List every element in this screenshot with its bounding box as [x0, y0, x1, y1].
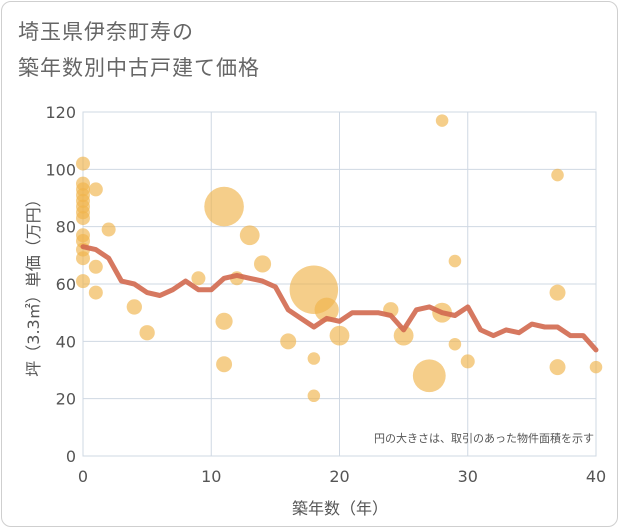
- bubble-point: [549, 284, 566, 301]
- bubble-point: [589, 360, 603, 374]
- x-tick-label: 0: [78, 467, 88, 486]
- bubble-point: [448, 254, 462, 268]
- bubble-point: [460, 354, 475, 369]
- bubble-point: [88, 285, 103, 300]
- y-axis-title: 坪（3.3㎡）単価（万円）: [24, 191, 43, 376]
- bubble-point: [88, 182, 103, 197]
- bubble-point: [329, 325, 350, 346]
- bubble-point: [239, 225, 260, 246]
- bubble-point: [280, 333, 297, 350]
- y-tick-label: 60: [56, 275, 76, 294]
- y-tick-label: 40: [56, 332, 76, 351]
- bubble-point: [549, 359, 566, 376]
- bubble-point: [76, 274, 90, 289]
- bubble-point: [88, 259, 103, 274]
- x-tick-label: 30: [458, 467, 478, 486]
- bubble-point: [412, 359, 446, 393]
- bubble-point: [393, 325, 414, 346]
- bubble-point: [551, 168, 564, 182]
- title-line-1: 埼玉県伊奈町寿の: [18, 20, 194, 44]
- bubble-point: [76, 251, 90, 266]
- trend-line: [80, 244, 599, 353]
- chart-title: 埼玉県伊奈町寿の 築年数別中古戸建て価格: [18, 14, 260, 86]
- bubble-point: [204, 186, 244, 227]
- bubble-point: [126, 299, 142, 315]
- bubble-point: [76, 211, 90, 226]
- x-tick-label: 40: [586, 467, 606, 486]
- bubble-point: [139, 325, 155, 341]
- x-tick-label: 10: [201, 467, 221, 486]
- bubble-point: [307, 352, 321, 365]
- bubble-point: [435, 114, 449, 127]
- bubble-point: [448, 337, 462, 351]
- grid-lines: [82, 111, 597, 457]
- bubble-point: [215, 312, 233, 330]
- bubble-point: [76, 156, 90, 171]
- bubble-point: [191, 271, 206, 286]
- y-tick-label: 120: [45, 103, 76, 122]
- y-tick-label: 100: [45, 160, 76, 179]
- bubble-point: [101, 222, 116, 237]
- y-tick-label: 80: [56, 218, 76, 237]
- bubble-point: [216, 356, 233, 373]
- x-axis-title: 築年数（年）: [292, 499, 388, 518]
- x-tick-label: 20: [329, 467, 349, 486]
- bubble-point: [253, 255, 272, 273]
- bubble-point: [307, 389, 321, 403]
- axis-ticks: 0 10 20 30 40 0 20 40 60 80 100 120: [45, 103, 606, 486]
- title-line-2: 築年数別中古戸建て価格: [18, 56, 260, 80]
- bubble-point: [314, 297, 339, 322]
- size-note: 円の大きさは、取引のあった物件面積を示す: [374, 431, 594, 445]
- y-tick-label: 20: [56, 390, 76, 409]
- y-tick-label: 0: [66, 447, 76, 466]
